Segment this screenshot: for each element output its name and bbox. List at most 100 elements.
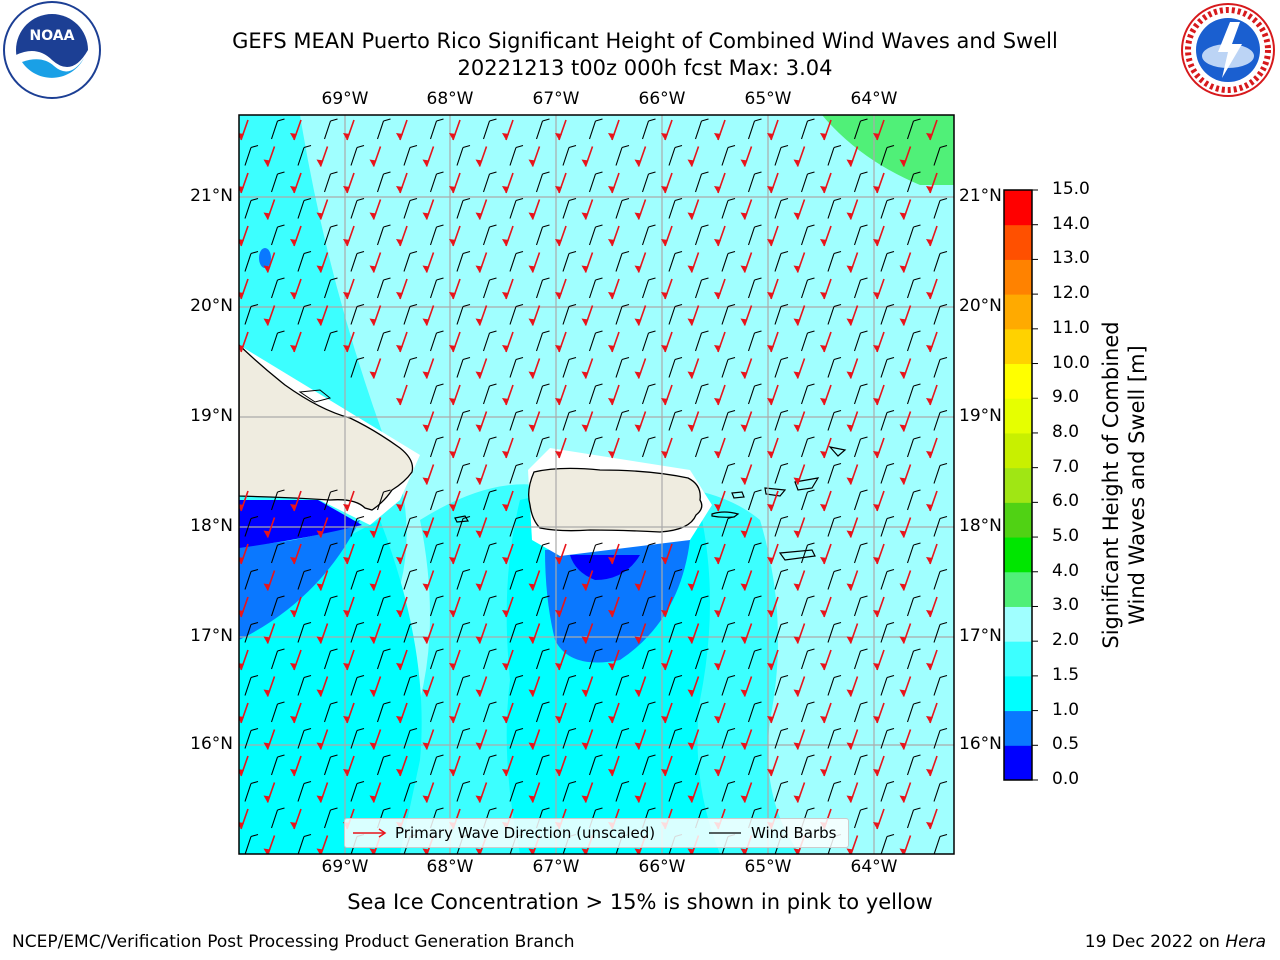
wind-barb bbox=[482, 595, 497, 617]
wind-barb bbox=[641, 330, 656, 352]
wind-barb bbox=[588, 171, 603, 193]
wave-direction-arrow bbox=[740, 252, 753, 273]
wind-barb bbox=[641, 701, 656, 723]
wind-barb bbox=[297, 833, 312, 854]
wave-direction-arrow bbox=[899, 517, 912, 538]
wind-barb bbox=[244, 144, 259, 166]
wave-direction-arrow bbox=[555, 225, 567, 247]
wave-direction-arrow bbox=[714, 702, 726, 724]
forecast-subtitle: 20221213 t00z 000h fcst Max: 3.04 bbox=[457, 56, 833, 80]
wave-direction-arrow bbox=[555, 278, 567, 300]
wind-barb bbox=[747, 383, 762, 405]
wave-direction-arrow bbox=[369, 252, 382, 273]
wave-direction-arrow bbox=[899, 676, 912, 697]
wind-barb bbox=[350, 780, 365, 802]
wave-direction-arrow bbox=[767, 543, 779, 565]
wave-direction-arrow bbox=[793, 729, 806, 750]
wind-barb bbox=[588, 118, 603, 140]
wave-direction-arrow bbox=[899, 358, 912, 379]
colorbar-segment bbox=[1004, 432, 1032, 469]
wave-direction-arrow bbox=[820, 702, 832, 724]
field-0-0.5m-south-pr bbox=[570, 555, 640, 580]
colorbar-segment bbox=[1004, 467, 1032, 503]
map-legend: Primary Wave Direction (unscaled) Wind B… bbox=[344, 818, 849, 848]
wind-barb bbox=[800, 542, 815, 564]
wave-direction-arrow bbox=[687, 146, 700, 167]
lat-tick-label: 16°N bbox=[959, 734, 1002, 754]
wind-barb bbox=[747, 754, 762, 776]
wave-direction-arrow bbox=[422, 199, 435, 220]
wave-direction-arrow bbox=[239, 119, 249, 141]
wind-barb bbox=[827, 621, 842, 643]
wind-barb bbox=[641, 648, 656, 670]
wave-direction-arrow bbox=[740, 464, 753, 485]
wave-direction-arrow bbox=[316, 782, 329, 803]
wave-direction-arrow bbox=[290, 543, 302, 565]
wave-direction-arrow bbox=[687, 676, 700, 697]
colorbar-tick-label: 13.0 bbox=[1052, 248, 1090, 269]
wave-direction-arrow bbox=[263, 305, 276, 326]
wind-barb bbox=[323, 277, 338, 299]
wind-barb bbox=[694, 330, 709, 352]
wind-barb bbox=[509, 144, 524, 166]
wind-barb bbox=[774, 568, 789, 590]
wave-direction-arrow bbox=[502, 437, 514, 459]
wind-barb bbox=[509, 250, 524, 272]
wind-barb bbox=[933, 780, 948, 802]
wave-direction-arrow bbox=[369, 517, 382, 538]
wind-barb-legend-label: Wind Barbs bbox=[751, 824, 837, 842]
wave-direction-arrow bbox=[581, 676, 594, 697]
wind-barb bbox=[694, 224, 709, 246]
wind-barb bbox=[853, 807, 868, 829]
wave-direction-arrow bbox=[555, 119, 567, 141]
wave-direction-arrow bbox=[528, 411, 541, 432]
wind-barb bbox=[827, 568, 842, 590]
colorbar-tick-label: 1.5 bbox=[1052, 664, 1080, 685]
land-samana bbox=[298, 389, 332, 403]
wind-barb bbox=[535, 118, 550, 140]
page-title: GEFS MEAN Puerto Rico Significant Height… bbox=[232, 29, 1058, 53]
wave-direction-arrow bbox=[555, 649, 567, 671]
land-tortola bbox=[794, 477, 820, 491]
wave-direction-arrow bbox=[343, 543, 355, 565]
wave-direction-arrow bbox=[820, 119, 832, 141]
wave-direction-arrow bbox=[793, 305, 806, 326]
wind-barb bbox=[721, 303, 736, 325]
colorbar-segment bbox=[1004, 224, 1032, 260]
wave-direction-arrow bbox=[502, 490, 514, 512]
wave-direction-arrow bbox=[502, 172, 514, 194]
wave-direction-arrow bbox=[343, 649, 355, 671]
wave-direction-arrow bbox=[581, 146, 594, 167]
wind-barb bbox=[270, 648, 285, 670]
wave-direction-arrow bbox=[528, 305, 541, 326]
wind-barb bbox=[615, 727, 630, 749]
wave-direction-arrow bbox=[396, 172, 408, 194]
wave-direction-arrow bbox=[239, 755, 249, 777]
wave-direction-arrow bbox=[502, 755, 514, 777]
wave-direction-arrow bbox=[263, 252, 276, 273]
wave-direction-arrow bbox=[555, 543, 567, 565]
wind-barb bbox=[509, 356, 524, 378]
wave-direction-arrow bbox=[899, 570, 912, 591]
noaa-logo: NOAA bbox=[3, 1, 101, 99]
wind-barb bbox=[323, 595, 338, 617]
wave-direction-arrow bbox=[687, 252, 700, 273]
wave-direction-arrow bbox=[820, 384, 832, 406]
wave-direction-arrow bbox=[449, 331, 461, 353]
wave-direction-arrow bbox=[316, 146, 329, 167]
wave-direction-arrow bbox=[475, 676, 488, 697]
wave-direction-arrow bbox=[369, 570, 382, 591]
wind-barb bbox=[880, 144, 895, 166]
wind-barb bbox=[721, 727, 736, 749]
wind-barb bbox=[562, 250, 577, 272]
wave-direction-arrow bbox=[396, 331, 408, 353]
wave-direction-arrow bbox=[502, 119, 514, 141]
wind-barb bbox=[270, 807, 285, 829]
wind-barb bbox=[721, 409, 736, 431]
wind-barb bbox=[482, 436, 497, 458]
wind-barb bbox=[509, 462, 524, 484]
wind-barb bbox=[270, 171, 285, 193]
wave-direction-arrow bbox=[926, 278, 938, 300]
wind-barb bbox=[853, 383, 868, 405]
wind-barb bbox=[668, 568, 683, 590]
